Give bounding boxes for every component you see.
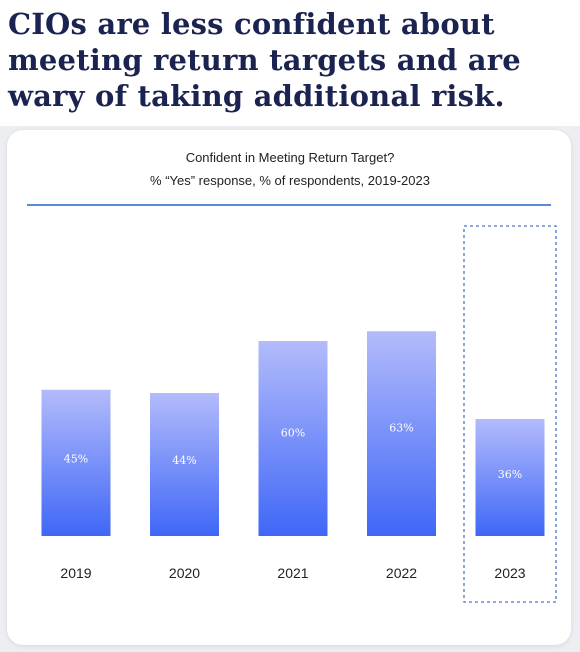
title-divider (27, 204, 551, 206)
data-label-2020: 44% (172, 454, 196, 467)
x-tick-label-2020: 2020 (169, 565, 200, 581)
bar-2021 (258, 341, 328, 536)
bar-2023 (475, 419, 545, 536)
chart-subtitle: % “Yes” response, % of respondents, 2019… (150, 173, 430, 188)
x-tick-label-2021: 2021 (277, 565, 308, 581)
data-label-2021: 60% (281, 427, 305, 440)
x-tick-label-2023: 2023 (494, 565, 525, 581)
headline: CIOs are less confident about meeting re… (8, 7, 521, 113)
data-label-2022: 63% (389, 421, 413, 434)
bar-2022 (367, 331, 436, 536)
data-label-2023: 36% (498, 468, 522, 481)
bar-2019 (41, 389, 111, 536)
chart-title: Confident in Meeting Return Target? (185, 150, 395, 165)
bar-2020 (150, 393, 219, 536)
x-tick-label-2019: 2019 (60, 565, 91, 581)
x-tick-label-2022: 2022 (386, 565, 417, 581)
data-label-2019: 45% (64, 452, 88, 465)
highlight-box-2023 (463, 225, 557, 603)
